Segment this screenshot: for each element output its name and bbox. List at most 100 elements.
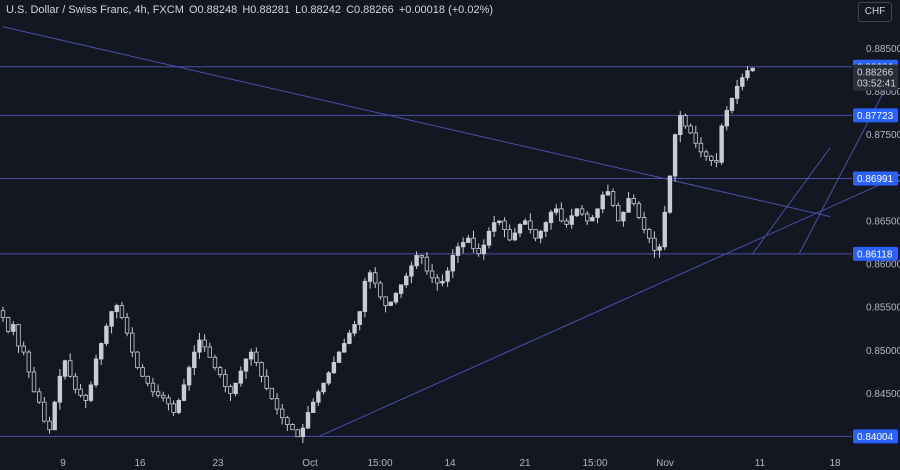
candle-body (285, 417, 290, 426)
price-tick-label: 0.86000 (866, 260, 900, 271)
candle-body (616, 204, 621, 222)
candle-body (559, 208, 564, 222)
candle-body (429, 270, 435, 279)
candle-body (254, 351, 259, 363)
price-axis: 0.885000.880000.875000.870000.865000.860… (866, 44, 900, 400)
candle-body (440, 280, 445, 284)
candle-body (197, 339, 202, 353)
candle-body (357, 311, 362, 325)
low-value: L0.88242 (295, 4, 341, 16)
trend-line (798, 65, 898, 254)
candle-body (553, 208, 559, 213)
candle-body (419, 255, 424, 258)
candle-body (326, 372, 331, 384)
last-price-tag (853, 64, 898, 91)
candle-body (683, 115, 688, 127)
candle-body (719, 125, 724, 163)
candle-body (621, 211, 626, 222)
candle-body (404, 275, 409, 286)
candle-body (667, 175, 673, 213)
open-value: O0.88248 (188, 4, 238, 16)
candle-body (259, 362, 264, 377)
horizontal-levels (0, 66, 852, 437)
candle-body (88, 384, 94, 401)
candle-body (26, 351, 32, 373)
candle-body (409, 265, 414, 277)
candle-body (574, 208, 580, 217)
candle-body (217, 367, 223, 375)
candle-body (471, 237, 476, 249)
candle-body (233, 382, 238, 394)
candle-body (99, 343, 104, 360)
candle-body (171, 403, 176, 413)
candle-body (248, 351, 254, 360)
candle-body (140, 367, 145, 377)
candle-body (316, 391, 321, 403)
candle-body (21, 345, 26, 353)
candle-body (424, 256, 430, 272)
candle-body (192, 351, 197, 369)
price-tick-label: 0.88500 (866, 44, 900, 55)
candle-body (114, 305, 119, 312)
candle-body (5, 317, 11, 332)
time-axis: 9 16 23 Oct 15:00 14 21 15:00 Nov 11 18 (60, 458, 841, 469)
candle-body (502, 220, 507, 230)
candle-body (367, 272, 373, 282)
candle-body (388, 301, 393, 306)
candle-body (342, 343, 347, 353)
candle-body (548, 211, 554, 224)
time-tick-label: 16 (134, 458, 146, 469)
candle-body (176, 400, 181, 413)
candle-body (279, 408, 285, 419)
candle-body (135, 351, 140, 369)
time-tick-label: 15:00 (582, 458, 607, 469)
time-tick-label: 23 (212, 458, 224, 469)
ohlc-header: U.S. Dollar / Swiss Franc, 4h, FXCM O0.8… (6, 4, 495, 16)
trend-lines (2, 26, 898, 438)
candle-body (145, 375, 150, 384)
candle-body (641, 217, 647, 230)
time-tick-label: 9 (60, 458, 66, 469)
candle-body (11, 324, 16, 332)
candle-body (93, 358, 99, 386)
candle-body (497, 220, 502, 224)
candle-body (579, 208, 585, 215)
candle-body (68, 360, 73, 377)
candle-body (378, 282, 383, 298)
candle-body (740, 77, 745, 87)
trend-line (2, 26, 831, 218)
candle-body (290, 424, 295, 431)
candle-body (647, 229, 652, 239)
candle-body (517, 223, 523, 234)
candle-body (186, 367, 192, 386)
candle-body (745, 70, 750, 79)
candle-body (373, 272, 378, 284)
level-price-tag (853, 246, 898, 261)
candle-body (181, 384, 187, 401)
candle-body (626, 198, 631, 213)
candle-body (238, 370, 244, 384)
candle-body (709, 155, 714, 161)
candle-body (569, 215, 574, 225)
candle-body (207, 346, 212, 358)
time-tick-label: 11 (755, 458, 766, 469)
candle-body (321, 382, 326, 393)
candle-body (150, 382, 156, 393)
candle-body (336, 351, 342, 363)
candle-body (124, 317, 130, 334)
candle-body (78, 388, 83, 396)
candle-body (693, 132, 698, 144)
currency-button[interactable]: CHF (858, 2, 892, 22)
candle-body (42, 401, 47, 422)
symbol-title: U.S. Dollar / Swiss Franc, 4h, FXCM (6, 4, 184, 16)
candle-body (750, 67, 755, 72)
candle-body (52, 401, 57, 431)
candle-body (414, 255, 419, 267)
time-tick-label: 14 (444, 458, 456, 469)
trend-line (318, 183, 883, 438)
candle-body (507, 229, 512, 241)
price-tick-label: 0.84500 (866, 389, 900, 400)
candle-body (714, 160, 719, 163)
candle-body (383, 296, 388, 306)
